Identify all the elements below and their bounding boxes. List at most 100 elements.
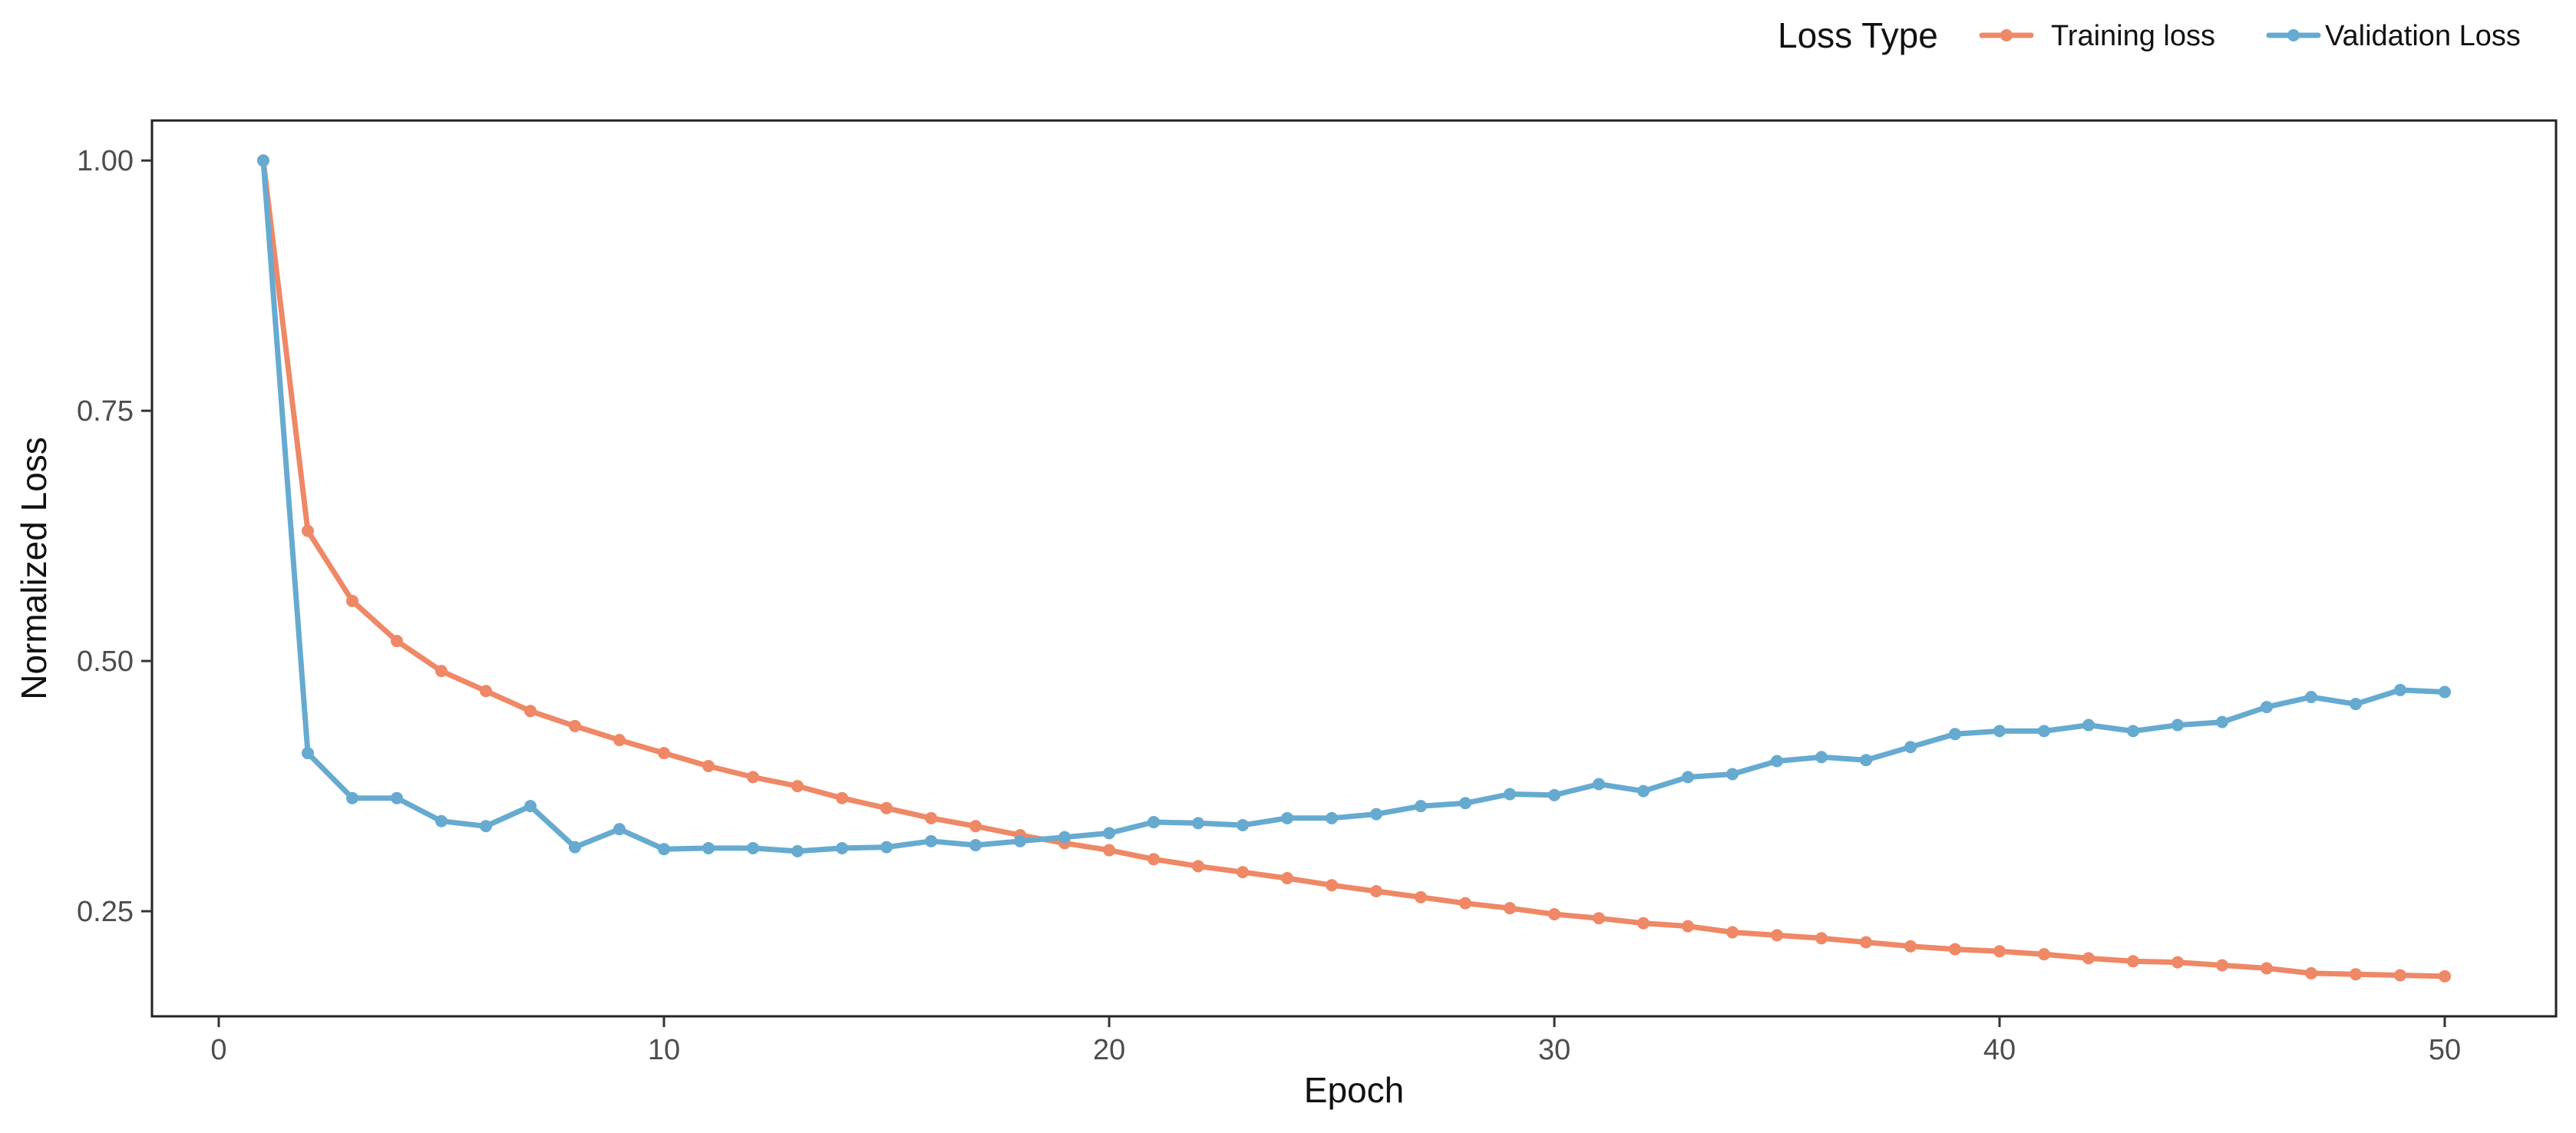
data-point [747, 771, 759, 784]
data-point [1815, 751, 1828, 764]
data-point [2350, 698, 2362, 711]
legend-label: Validation Loss [2325, 20, 2521, 52]
x-tick-label: 30 [1538, 1034, 1570, 1066]
x-tick-label: 50 [2429, 1034, 2461, 1066]
data-point [524, 705, 537, 718]
data-point [2439, 685, 2451, 699]
data-point [836, 791, 848, 804]
data-point [1993, 945, 2006, 958]
data-point [702, 841, 715, 854]
data-point [1103, 844, 1115, 857]
data-point [2439, 969, 2451, 983]
series-line [260, 157, 2448, 979]
legend-item: Validation Loss [2266, 20, 2521, 52]
data-point [1103, 827, 1115, 840]
data-point [1459, 897, 1471, 910]
y-tick-label: 1.00 [77, 145, 134, 177]
legend-label: Training loss [2051, 20, 2215, 52]
data-point [480, 820, 492, 833]
data-point [1904, 940, 1917, 953]
series-layer [257, 154, 2451, 983]
data-point [435, 814, 447, 827]
data-point [880, 801, 893, 814]
data-point [1237, 866, 1249, 879]
data-point [1904, 741, 1917, 754]
plot-panel [150, 119, 2558, 1018]
data-point [302, 747, 314, 760]
data-point [1949, 943, 1961, 956]
x-tick-label: 0 [210, 1034, 226, 1066]
data-point [2082, 952, 2095, 965]
data-point [1949, 728, 1961, 741]
data-point [2261, 701, 2273, 714]
data-point [1148, 816, 1160, 829]
data-point [1459, 797, 1471, 810]
data-point [391, 635, 403, 648]
data-point [2261, 962, 2273, 975]
data-point [1014, 834, 1026, 847]
data-point [969, 820, 982, 833]
x-tick-label: 20 [1093, 1034, 1125, 1066]
data-point [346, 594, 358, 607]
data-point [1415, 800, 1427, 813]
data-point [613, 734, 626, 747]
data-point [1281, 872, 1293, 885]
data-point [2216, 715, 2228, 728]
series-validation-loss [257, 154, 2451, 857]
data-point [658, 843, 670, 856]
data-point [1548, 788, 1560, 801]
data-point [346, 791, 358, 804]
data-point [1326, 811, 1338, 824]
x-tick-label: 10 [648, 1034, 680, 1066]
data-point [1504, 788, 1516, 801]
data-point [613, 823, 626, 836]
x-tick-label: 40 [1983, 1034, 2016, 1066]
data-point [2394, 683, 2406, 696]
data-point [1326, 879, 1338, 892]
data-point [1682, 771, 1694, 784]
legend: Loss Type Training loss Validation Loss [1778, 15, 2521, 55]
data-point [1682, 920, 1694, 933]
data-point [1593, 778, 1605, 791]
data-point [2350, 968, 2362, 981]
data-point [1771, 755, 1783, 768]
data-point [1726, 768, 1739, 781]
data-point [1548, 908, 1560, 921]
data-point [1860, 754, 1872, 767]
data-point [435, 665, 447, 678]
data-point [1593, 912, 1605, 925]
data-point [1771, 929, 1783, 942]
data-point [969, 839, 982, 852]
data-point [257, 154, 269, 167]
data-point [836, 841, 848, 854]
data-point [1637, 785, 1650, 798]
data-point [2127, 725, 2139, 738]
data-point [524, 800, 537, 813]
data-point [791, 780, 804, 793]
data-point [1192, 860, 1204, 873]
y-axis-title: Normalized Loss [14, 437, 54, 700]
data-point [569, 841, 581, 854]
data-point [2038, 948, 2050, 961]
data-point [302, 524, 314, 537]
data-point [569, 719, 581, 732]
data-point [391, 791, 403, 804]
data-point [1281, 811, 1293, 824]
y-axis: 0.25 0.50 0.75 1.00 [77, 145, 152, 928]
x-axis-title: Epoch [1304, 1070, 1404, 1110]
data-point [1504, 902, 1516, 915]
data-point [1148, 853, 1160, 866]
data-point [1370, 885, 1382, 898]
data-point [2394, 969, 2406, 982]
data-point [480, 685, 492, 698]
data-point [2305, 966, 2317, 979]
data-point [2305, 691, 2317, 704]
data-point [747, 841, 759, 854]
legend-key-point [2287, 29, 2300, 41]
data-point [791, 844, 804, 857]
data-point [658, 747, 670, 760]
legend-key-point [2000, 29, 2013, 41]
y-tick-label: 0.75 [77, 395, 134, 428]
